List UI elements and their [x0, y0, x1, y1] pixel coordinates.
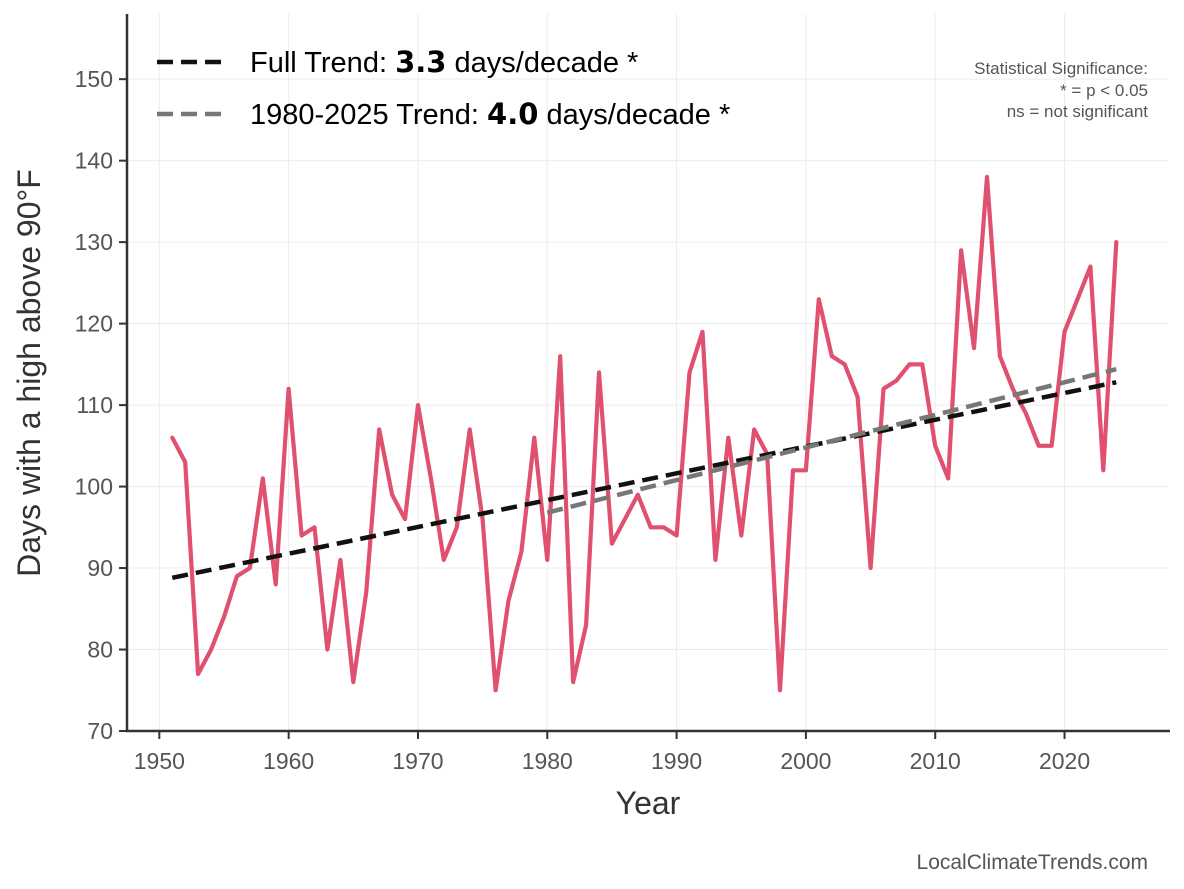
legend-recent-trend-unit: days/decade * [546, 99, 730, 131]
significance-star-note: * = p < 0.05 [1060, 81, 1148, 100]
significance-ns-note: ns = not significant [1007, 102, 1149, 121]
x-tick-label: 1950 [134, 748, 185, 774]
legend-full-trend-name: Full Trend [250, 47, 379, 79]
x-tick-label: 2020 [1039, 748, 1090, 774]
full-trend-line [171, 380, 1117, 581]
y-tick-label: 100 [75, 474, 113, 500]
x-tick-label: 1970 [392, 748, 443, 774]
y-tick-label: 140 [75, 148, 113, 174]
y-axis-title: Days with a high above 90°F [11, 169, 47, 577]
x-tick-label: 1980 [522, 748, 573, 774]
y-tick-label: 110 [76, 392, 113, 418]
x-axis-title: Year [616, 785, 681, 821]
legend: Full Trend: 3.3 days/decade * 1980-2025 … [157, 45, 730, 131]
y-tick-label: 70 [87, 718, 113, 744]
legend-full-trend-space [446, 47, 454, 79]
legend-recent-trend-colon: : [471, 99, 487, 131]
significance-note: Statistical Significance: * = p < 0.05 n… [974, 59, 1148, 121]
significance-title: Statistical Significance: [974, 59, 1148, 78]
legend-entry-full-trend: Full Trend: 3.3 days/decade * [250, 45, 638, 79]
y-tick-label: 150 [75, 66, 113, 92]
legend-recent-trend-value: 4.0 [487, 97, 538, 131]
y-tick-label: 90 [87, 555, 113, 581]
legend-full-trend-colon: : [379, 47, 395, 79]
y-axis-ticks: 70 80 90 100 110 120 130 140 150 [75, 66, 127, 744]
x-tick-label: 2000 [780, 748, 831, 774]
x-tick-label: 1960 [263, 748, 314, 774]
data-series-line [170, 174, 1119, 693]
y-tick-label: 130 [75, 229, 113, 255]
x-axis-ticks: 1950 1960 1970 1980 1990 2000 2010 2020 [134, 731, 1090, 774]
legend-recent-trend-name: 1980-2025 Trend [250, 99, 471, 131]
legend-full-trend-unit: days/decade * [455, 47, 639, 79]
grid-lines [127, 14, 1168, 732]
axes [125, 14, 1170, 733]
x-tick-label: 2010 [910, 748, 961, 774]
legend-full-trend-value: 3.3 [395, 45, 446, 79]
x-tick-label: 1990 [651, 748, 702, 774]
source-credit: LocalClimateTrends.com [917, 851, 1148, 874]
legend-entry-recent-trend: 1980-2025 Trend: 4.0 days/decade * [250, 97, 730, 131]
y-tick-label: 120 [75, 311, 113, 337]
y-tick-label: 80 [87, 637, 113, 663]
legend-recent-trend-space [538, 99, 546, 131]
recent-trend-line [546, 367, 1117, 515]
